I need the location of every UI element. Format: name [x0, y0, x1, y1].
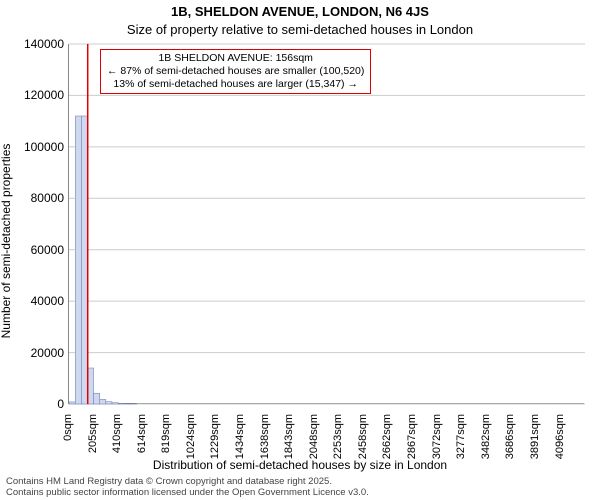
annotation-line-2: ← 87% of semi-detached houses are smalle… — [107, 65, 364, 78]
plot-area — [68, 44, 584, 404]
annotation-box: 1B SHELDON AVENUE: 156sqm ← 87% of semi-… — [100, 49, 371, 94]
histogram-bars — [69, 116, 137, 404]
y-axis-label: Number of semi-detached properties — [0, 221, 13, 241]
plot-svg — [69, 44, 585, 404]
footer-attribution: Contains HM Land Registry data © Crown c… — [6, 477, 369, 498]
y-tick-label: 120000 — [4, 88, 64, 102]
chart-subtitle: Size of property relative to semi-detach… — [0, 22, 600, 37]
y-tick-label: 80000 — [4, 191, 64, 205]
y-tick-label: 0 — [4, 397, 64, 411]
footer-line-1: Contains HM Land Registry data © Crown c… — [6, 477, 369, 487]
annotation-line-1: 1B SHELDON AVENUE: 156sqm — [107, 52, 364, 65]
annotation-line-3: 13% of semi-detached houses are larger (… — [107, 78, 364, 91]
footer-line-2: Contains public sector information licen… — [6, 488, 369, 498]
y-tick-label: 20000 — [4, 346, 64, 360]
gridlines — [69, 44, 585, 404]
y-tick-label: 100000 — [4, 140, 64, 154]
y-tick-label: 140000 — [4, 37, 64, 51]
chart-container: 1B, SHELDON AVENUE, LONDON, N6 4JS Size … — [0, 0, 600, 500]
chart-title: 1B, SHELDON AVENUE, LONDON, N6 4JS — [0, 4, 600, 19]
y-tick-label: 40000 — [4, 294, 64, 308]
x-axis-label: Distribution of semi-detached houses by … — [0, 458, 600, 472]
y-tick-label: 60000 — [4, 243, 64, 257]
